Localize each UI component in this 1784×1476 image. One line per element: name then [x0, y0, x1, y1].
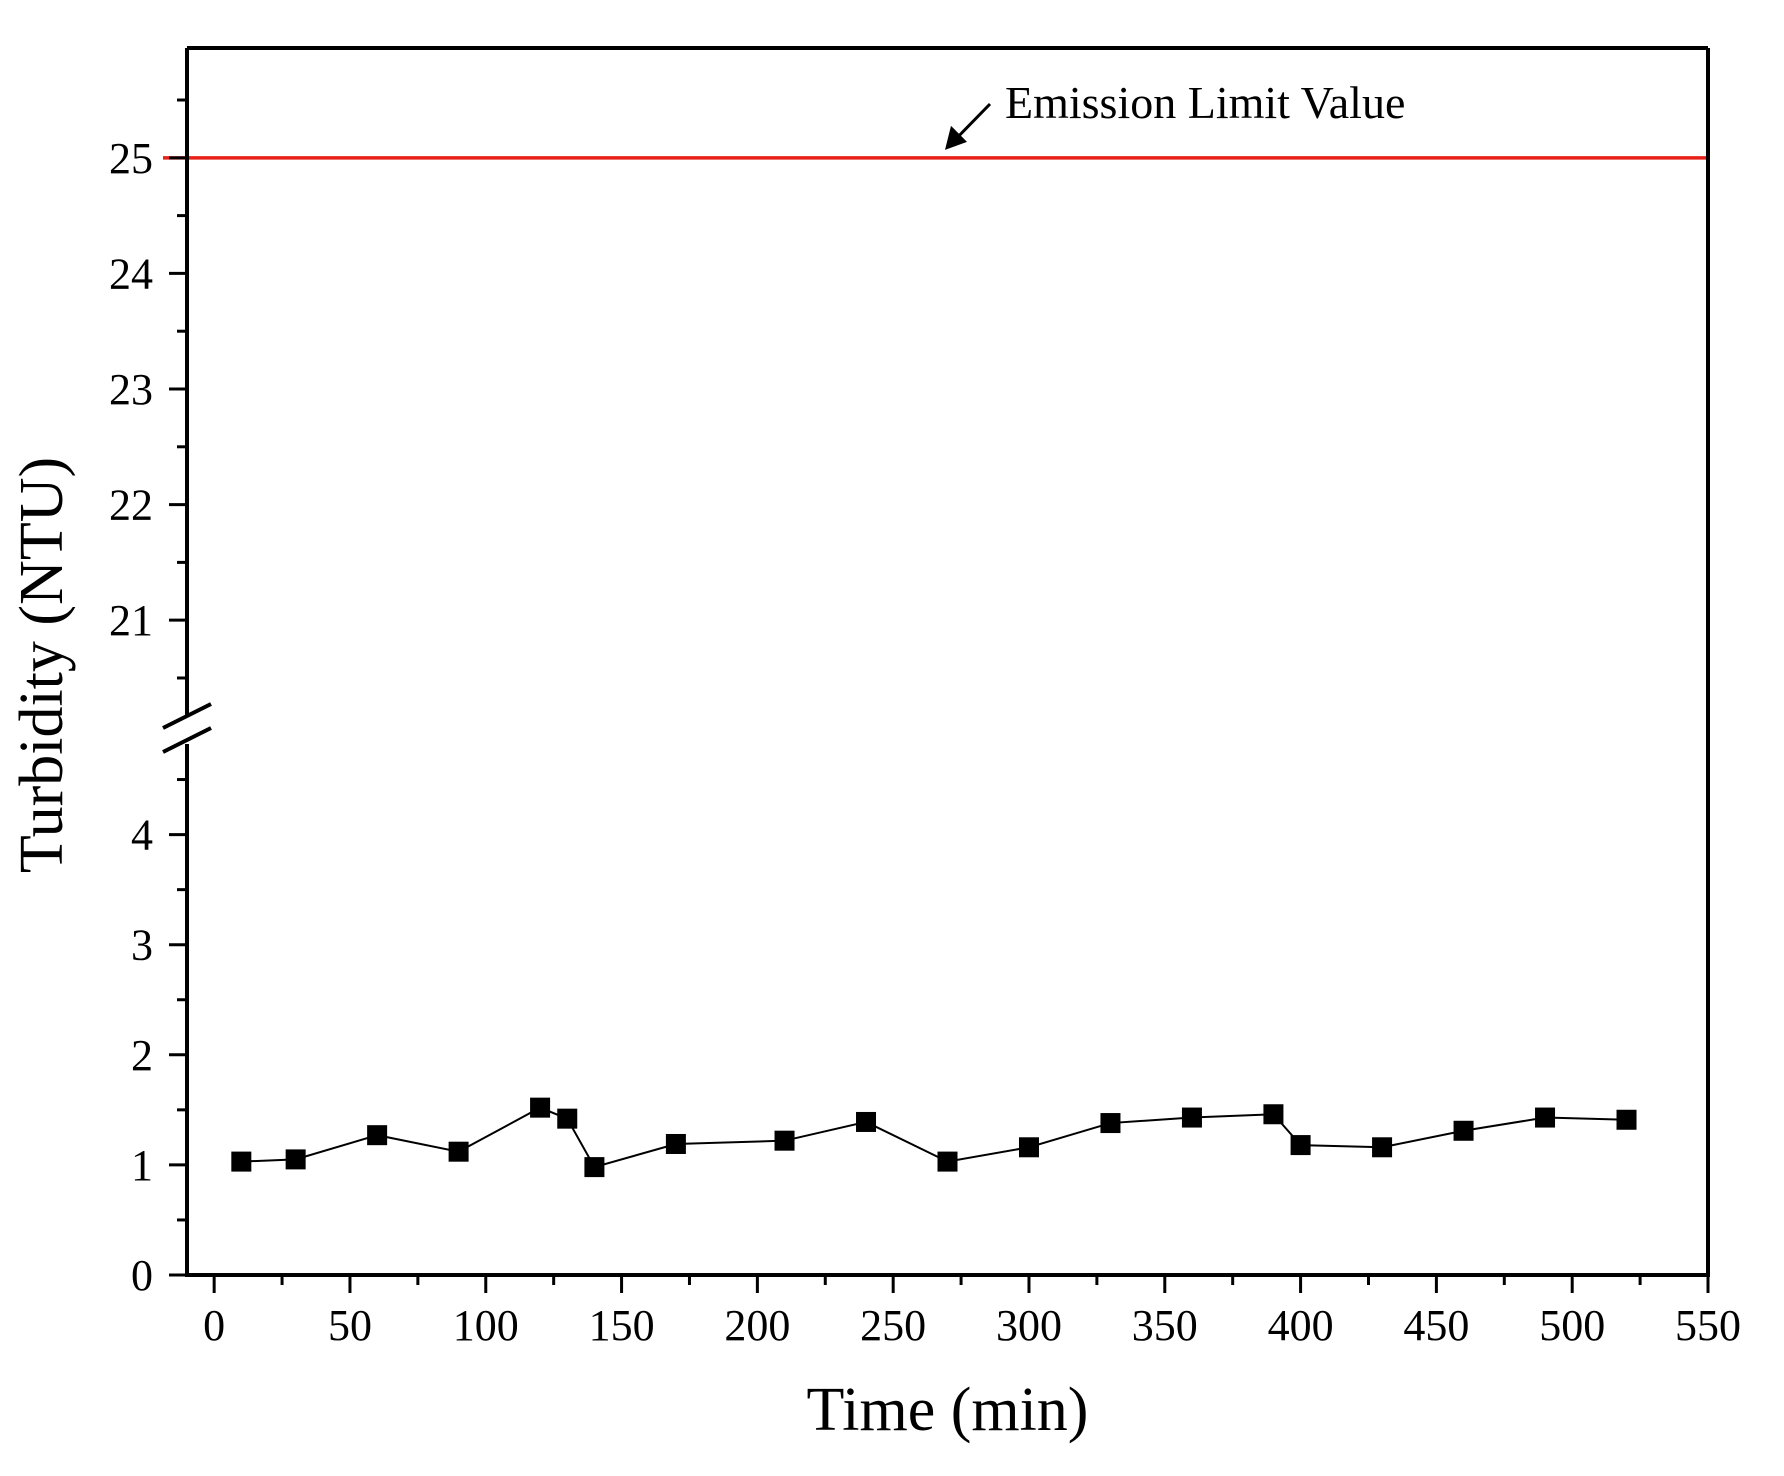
data-point	[584, 1157, 605, 1178]
data-point	[1616, 1109, 1637, 1130]
emission-limit-label: Emission Limit Value	[1005, 77, 1405, 128]
x-tick-label: 300	[996, 1301, 1062, 1350]
axis-break-mark	[162, 726, 212, 754]
data-point	[1100, 1113, 1121, 1134]
data-point	[665, 1133, 686, 1154]
emission-limit-arrowhead	[945, 125, 967, 150]
y-tick-label: 2	[131, 1031, 153, 1080]
data-point	[1181, 1107, 1202, 1128]
x-tick-label: 100	[453, 1301, 519, 1350]
x-axis-title: Time (min)	[807, 1376, 1089, 1444]
data-point	[448, 1141, 469, 1162]
data-point	[774, 1130, 795, 1151]
x-tick-label: 250	[860, 1301, 926, 1350]
plot-area: 0 50 100 150 200 250 300 350 400 450 500 5500123421…	[109, 46, 1741, 1350]
data-point	[856, 1111, 877, 1132]
axis-break-mark	[162, 702, 212, 730]
x-tick-label: 400	[1268, 1301, 1334, 1350]
y-tick-label: 23	[109, 365, 153, 414]
data-point	[231, 1151, 252, 1172]
data-point	[937, 1151, 958, 1172]
data-point	[367, 1125, 388, 1146]
y-tick-label: 1	[131, 1141, 153, 1190]
data-point	[557, 1108, 578, 1129]
data-point	[530, 1097, 551, 1118]
y-tick-label: 25	[109, 134, 153, 183]
data-point	[1290, 1135, 1311, 1156]
y-tick-label: 24	[109, 249, 153, 298]
data-point	[285, 1149, 306, 1170]
y-tick-label: 3	[131, 921, 153, 970]
x-tick-label: 50	[328, 1301, 372, 1350]
x-tick-label: 450	[1403, 1301, 1469, 1350]
data-point	[1372, 1137, 1393, 1158]
data-point	[1263, 1104, 1284, 1125]
data-point	[1535, 1107, 1556, 1128]
x-tick-label: 0	[203, 1301, 225, 1350]
y-tick-label: 0	[131, 1251, 153, 1300]
data-point	[1018, 1137, 1039, 1158]
series-line	[241, 1106, 1627, 1169]
x-tick-label: 350	[1132, 1301, 1198, 1350]
data-point	[1453, 1120, 1474, 1141]
y-axis-title: Turbidity (NTU)	[8, 457, 76, 873]
x-tick-label: 550	[1675, 1301, 1741, 1350]
x-tick-label: 150	[589, 1301, 655, 1350]
emission-limit-arrow	[955, 102, 992, 139]
x-tick-label: 200	[724, 1301, 790, 1350]
y-tick-label: 4	[131, 811, 153, 860]
y-tick-label: 22	[109, 481, 153, 530]
y-tick-label: 21	[109, 596, 153, 645]
x-tick-label: 500	[1539, 1301, 1605, 1350]
